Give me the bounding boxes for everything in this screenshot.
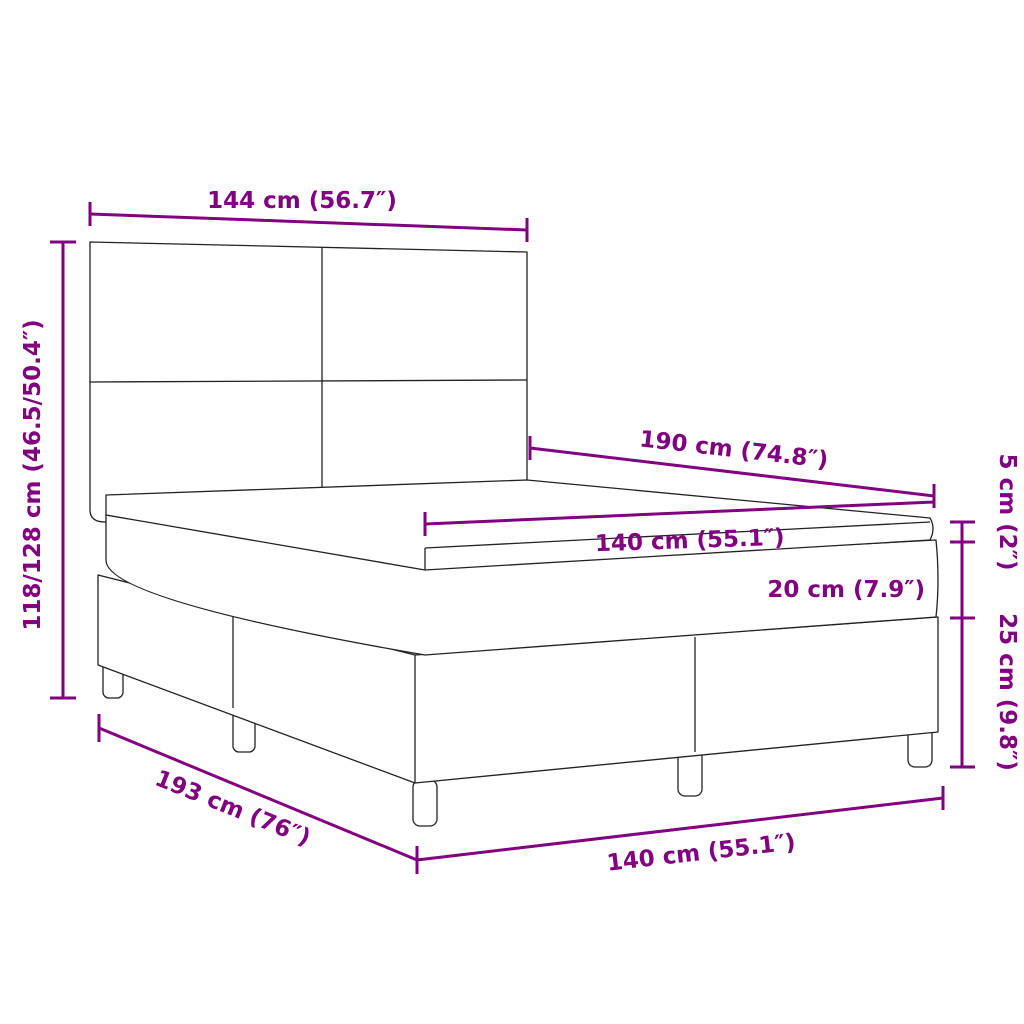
- length-label: 190 cm (74.8″): [638, 426, 829, 473]
- base-height-label: 25 cm (9.8″): [994, 613, 1020, 771]
- mattress-height-label: 20 cm (7.9″): [767, 577, 925, 603]
- topper: [105, 479, 934, 571]
- headboard-width-label: 144 cm (56.7″): [207, 188, 397, 214]
- dimension-lines: [50, 202, 975, 874]
- base-width-label: 140 cm (55.1″): [606, 829, 797, 876]
- topper-height-label: 5 cm (2″): [994, 454, 1020, 571]
- bed-outline: [89, 241, 939, 827]
- total-height-label: 118/128 cm (46.5/50.4″): [20, 319, 46, 630]
